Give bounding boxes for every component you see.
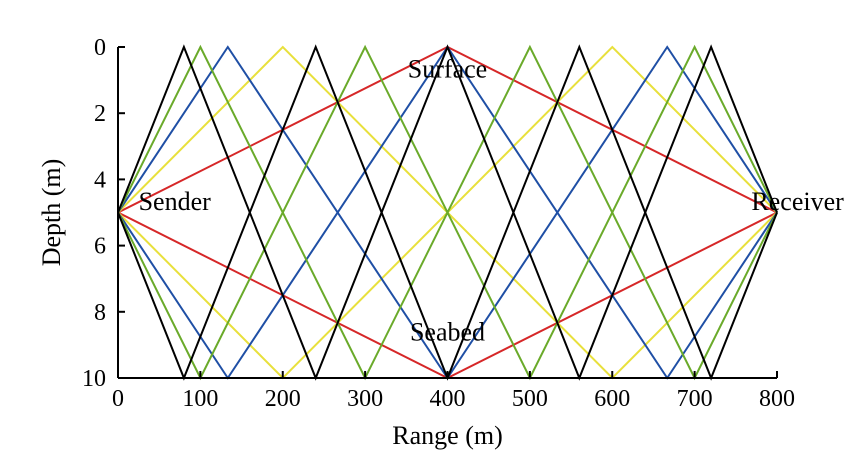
ray-series-5-path-1 bbox=[117, 44, 778, 381]
annotations-layer: Sender Surface Seabed Receiver bbox=[139, 55, 845, 347]
annotation-seabed: Seabed bbox=[410, 318, 485, 347]
x-tick-label: 400 bbox=[430, 386, 466, 412]
x-tick-label: 500 bbox=[512, 386, 548, 412]
y-axis-title: Depth (m) bbox=[37, 159, 66, 267]
annotation-receiver: Receiver bbox=[751, 187, 844, 216]
y-tick-label: 0 bbox=[94, 35, 106, 61]
x-tick-label: 300 bbox=[347, 386, 383, 412]
y-tick-label: 2 bbox=[94, 101, 106, 127]
x-tick-label: 0 bbox=[112, 386, 124, 412]
y-tick-label: 6 bbox=[94, 234, 106, 260]
x-tick-label: 700 bbox=[677, 386, 713, 412]
y-tick-label: 4 bbox=[94, 167, 106, 193]
y-tick-label: 8 bbox=[94, 300, 106, 326]
annotation-sender: Sender bbox=[139, 187, 212, 216]
x-tick-label: 200 bbox=[265, 386, 301, 412]
x-tick-label: 800 bbox=[759, 386, 795, 412]
annotation-surface: Surface bbox=[408, 55, 487, 84]
ray-series-4-path-2 bbox=[117, 44, 778, 381]
x-tick-label: 100 bbox=[182, 386, 218, 412]
y-tick-label: 10 bbox=[82, 366, 106, 392]
x-tick-label: 600 bbox=[594, 386, 630, 412]
x-axis-title: Range (m) bbox=[392, 421, 502, 450]
ticks-layer: 0 100 200 300 400 500 600 700 800 0 2 4 6 8 10 bbox=[82, 35, 795, 412]
